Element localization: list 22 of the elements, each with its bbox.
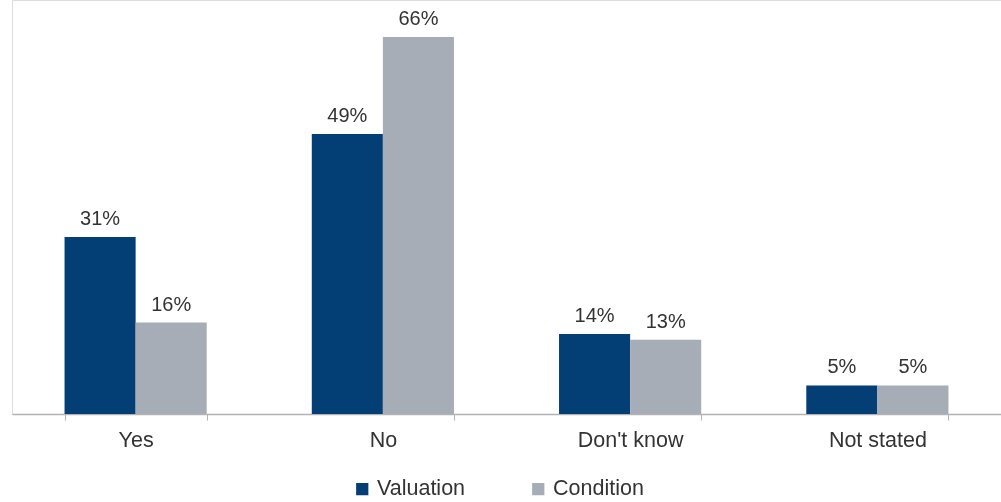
bar: [559, 334, 631, 414]
bar: [135, 322, 207, 414]
bar: [877, 385, 949, 414]
data-label: 5%: [898, 355, 928, 378]
data-label: 13%: [645, 309, 686, 332]
legend-label: Valuation: [377, 476, 466, 501]
bar: [64, 236, 136, 414]
data-label: 31%: [80, 206, 121, 229]
x-tick-label: No: [369, 427, 398, 452]
x-tick-label: Not stated: [828, 427, 927, 452]
data-label: 5%: [827, 355, 857, 378]
x-tick-label: Yes: [118, 427, 154, 452]
legend-label: Condition: [553, 476, 644, 501]
bar: [311, 134, 383, 414]
bar: [806, 385, 878, 414]
x-tick-label: Don't know: [577, 427, 684, 452]
data-label: 16%: [151, 292, 192, 315]
data-label: 14%: [574, 304, 615, 327]
data-label: 66%: [398, 6, 439, 29]
bar: [630, 339, 702, 414]
bar: [382, 36, 454, 414]
data-label: 49%: [327, 104, 368, 127]
